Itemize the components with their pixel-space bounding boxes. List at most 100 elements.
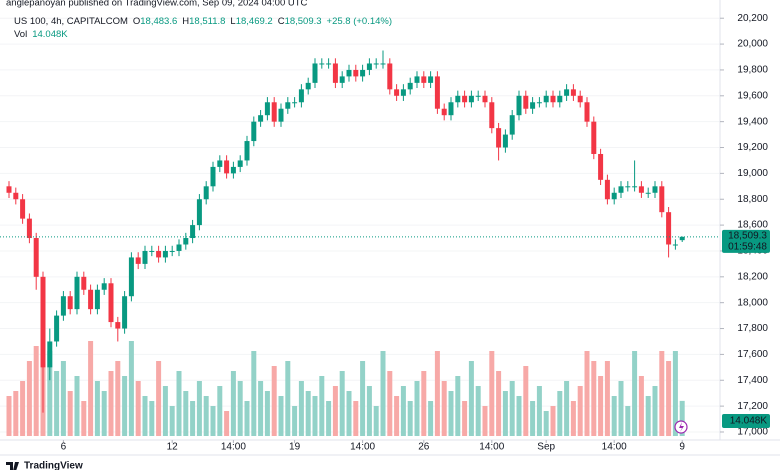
volume-bar bbox=[60, 361, 66, 436]
candle-body bbox=[366, 63, 372, 70]
axis-layer: 17,000 17,200 17,400 17,600 17,800 18,000 18,2… bbox=[61, 13, 769, 453]
y-tick-label: 19,400 bbox=[737, 116, 768, 127]
candle-body bbox=[509, 115, 515, 135]
y-tick-label: 18,200 bbox=[737, 271, 768, 282]
volume-bar bbox=[353, 401, 359, 436]
volume-bar bbox=[645, 396, 651, 436]
volume-bar bbox=[278, 396, 284, 436]
volume-bar bbox=[162, 386, 168, 436]
volume-bar bbox=[26, 361, 32, 436]
candle-body bbox=[20, 199, 26, 219]
candle-body bbox=[448, 102, 454, 116]
candle-body bbox=[550, 95, 556, 103]
volume-bar bbox=[169, 406, 175, 436]
volume-bar bbox=[305, 391, 311, 436]
volume-bar bbox=[67, 391, 73, 436]
y-tick-label: 20,000 bbox=[737, 39, 768, 50]
volume-bar bbox=[346, 391, 352, 436]
candle-body bbox=[523, 95, 529, 109]
volume-bar bbox=[557, 391, 563, 436]
legend-volume: Vol 14.048K bbox=[14, 29, 68, 40]
volume-bar bbox=[360, 361, 366, 436]
x-tick-label: 6 bbox=[61, 442, 67, 453]
candle-body bbox=[557, 95, 563, 103]
candle-body bbox=[387, 63, 393, 90]
volume-bar bbox=[326, 401, 332, 436]
candle-body bbox=[176, 244, 182, 251]
legend-ohlc: US 100, 4h, CAPITALCOM O18,483.6 H18,511.8… bbox=[14, 16, 392, 27]
volume-bar bbox=[13, 391, 19, 436]
open-key: O bbox=[133, 16, 140, 27]
last-price-badge bbox=[722, 229, 770, 253]
volume-bar bbox=[530, 401, 536, 436]
volume-bar bbox=[81, 401, 87, 436]
volume-bar bbox=[115, 361, 121, 436]
candle-body bbox=[679, 236, 685, 241]
candle-body bbox=[60, 296, 66, 316]
candle-body bbox=[570, 89, 576, 96]
event-bolt bbox=[679, 422, 684, 432]
volume-bar bbox=[468, 361, 474, 436]
volume-bar bbox=[217, 386, 223, 436]
candle-body bbox=[156, 250, 162, 258]
volume-bar bbox=[584, 351, 590, 436]
volume-bar bbox=[462, 401, 468, 436]
candle-body bbox=[373, 63, 379, 65]
candle-body bbox=[611, 192, 617, 200]
candle-body bbox=[625, 186, 631, 188]
last-price-label: 18,509.3 bbox=[728, 230, 767, 241]
volume-bar bbox=[54, 371, 60, 436]
candle-body bbox=[652, 186, 658, 193]
volume-bar bbox=[88, 341, 94, 436]
candle-body bbox=[468, 95, 474, 103]
candle-body bbox=[434, 76, 440, 109]
candle-body bbox=[183, 238, 189, 245]
y-tick-label: 18,600 bbox=[737, 220, 768, 231]
candle-body bbox=[169, 250, 175, 252]
candle-body bbox=[346, 69, 352, 77]
candle-body bbox=[332, 63, 338, 83]
volume-bar bbox=[366, 386, 372, 436]
candle-body bbox=[190, 225, 196, 239]
candle-body bbox=[394, 89, 400, 96]
candle-body bbox=[237, 160, 243, 167]
volume-bar bbox=[672, 351, 678, 436]
volume-bar bbox=[659, 351, 665, 436]
candle-body bbox=[74, 276, 80, 310]
candle-body bbox=[33, 238, 39, 277]
volume-bar bbox=[543, 411, 549, 436]
candle-body bbox=[224, 160, 230, 174]
volume-bar bbox=[523, 366, 529, 436]
candle-body bbox=[26, 218, 32, 239]
candle-body bbox=[278, 108, 284, 122]
volume-bar bbox=[604, 361, 610, 436]
y-tick-label: 17,200 bbox=[737, 401, 768, 412]
volume-bar bbox=[122, 376, 128, 436]
candle-body bbox=[67, 296, 73, 310]
volume-bar bbox=[550, 406, 556, 436]
candle-body bbox=[319, 63, 325, 65]
volume-badge-label: 14.048K bbox=[730, 416, 768, 427]
y-tick-label: 17,000 bbox=[737, 427, 768, 438]
candle-body bbox=[475, 95, 481, 97]
high-value: 18,511.8 bbox=[189, 16, 225, 27]
candle-body bbox=[13, 192, 19, 200]
candle-body bbox=[414, 76, 420, 83]
volume-bar bbox=[625, 406, 631, 436]
volume-bar bbox=[47, 351, 53, 436]
candle-body bbox=[6, 186, 12, 193]
low-key: L bbox=[230, 16, 235, 27]
volume-bar bbox=[33, 346, 39, 436]
volume-bar bbox=[502, 391, 508, 436]
volume-bar bbox=[407, 401, 413, 436]
candle-body bbox=[421, 76, 427, 83]
candle-body bbox=[604, 179, 610, 200]
candle-body bbox=[584, 102, 590, 122]
candle-body bbox=[305, 82, 311, 90]
candle-body bbox=[672, 244, 678, 246]
candle-body bbox=[298, 89, 304, 103]
x-tick-label: 12 bbox=[167, 442, 179, 453]
candle-body bbox=[339, 76, 345, 83]
candle-body bbox=[496, 128, 502, 148]
